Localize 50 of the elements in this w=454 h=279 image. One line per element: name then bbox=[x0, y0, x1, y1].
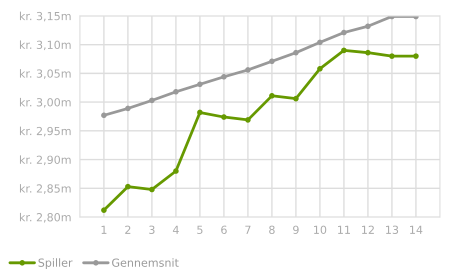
point bbox=[317, 40, 323, 46]
y-tick-label: kr. 3,00m bbox=[20, 98, 71, 108]
x-tick-label: 8 bbox=[269, 226, 275, 234]
point bbox=[245, 67, 251, 73]
point bbox=[269, 93, 275, 99]
legend-label: Spiller bbox=[38, 258, 73, 269]
point bbox=[341, 30, 347, 36]
point bbox=[341, 48, 347, 54]
point bbox=[317, 66, 323, 72]
y-tick-label: kr. 2,90m bbox=[20, 155, 71, 166]
point bbox=[413, 53, 419, 59]
point bbox=[365, 23, 371, 30]
point bbox=[149, 98, 155, 104]
x-tick-label: 2 bbox=[125, 226, 130, 234]
point bbox=[221, 74, 227, 80]
point bbox=[293, 50, 299, 56]
point bbox=[101, 112, 107, 118]
point bbox=[269, 58, 275, 64]
y-tick-label: kr. 3,10m bbox=[20, 40, 71, 50]
point bbox=[101, 207, 107, 213]
x-tick-label: 14 bbox=[410, 226, 422, 234]
point bbox=[125, 106, 131, 112]
y-tick-label: kr. 3,15m bbox=[20, 12, 71, 22]
x-tick-label: 12 bbox=[362, 226, 374, 234]
point bbox=[173, 88, 179, 95]
point bbox=[173, 168, 179, 174]
y-tick-label: kr. 3,05m bbox=[20, 69, 71, 79]
point bbox=[365, 50, 371, 56]
point bbox=[221, 114, 227, 120]
x-tick-label: 6 bbox=[221, 226, 227, 234]
point bbox=[197, 110, 203, 116]
x-tick-label: 13 bbox=[386, 226, 398, 234]
y-tick-label: kr. 2,85m bbox=[20, 184, 71, 194]
x-tick-label: 9 bbox=[293, 226, 299, 234]
y-tick-label: kr. 2,95m bbox=[20, 126, 71, 136]
point bbox=[293, 96, 299, 102]
point bbox=[245, 117, 251, 123]
x-tick-label: 10 bbox=[314, 226, 326, 234]
point bbox=[149, 186, 155, 192]
x-tick-label: 7 bbox=[245, 226, 250, 234]
y-tick-label: kr. 2,80m bbox=[20, 212, 71, 223]
x-tick-label: 4 bbox=[172, 226, 179, 234]
point bbox=[197, 82, 203, 88]
legend-label: Gennemsnit bbox=[112, 258, 179, 267]
x-tick-label: 5 bbox=[197, 226, 202, 234]
point bbox=[125, 184, 131, 190]
x-tick-label: 3 bbox=[149, 226, 155, 234]
x-tick-label: 11 bbox=[338, 226, 350, 234]
point bbox=[389, 53, 395, 59]
x-tick-label: 1 bbox=[102, 226, 106, 234]
